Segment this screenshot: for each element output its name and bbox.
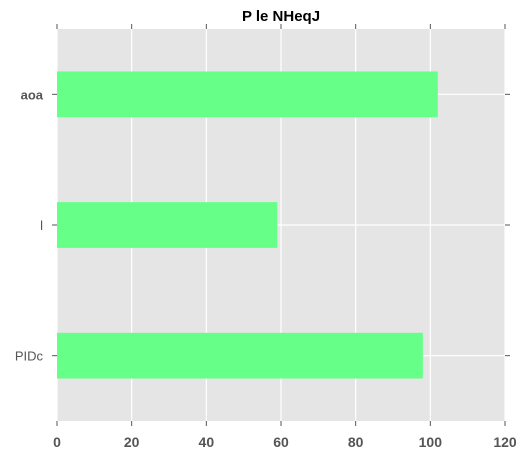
y-tick-labels: aoa l PIDc — [15, 87, 44, 363]
x-tick-label: 0 — [53, 434, 61, 450]
bar-aoa — [57, 71, 438, 118]
x-tick-label: 20 — [124, 434, 140, 450]
bar-PIDc — [57, 332, 423, 379]
x-tick-label: 60 — [273, 434, 289, 450]
chart-title: P le NHeqJ — [242, 8, 320, 25]
x-tick-label: 100 — [419, 434, 443, 450]
x-tick-labels: 0 20 40 60 80 100 120 — [53, 434, 517, 450]
bars — [57, 71, 438, 379]
y-tick-label: l — [40, 218, 43, 233]
x-tick-label: 80 — [348, 434, 364, 450]
y-tick-label: aoa — [21, 87, 44, 102]
tick-marks — [52, 24, 510, 426]
x-tick-label: 40 — [199, 434, 215, 450]
y-tick-label: PIDc — [15, 349, 44, 364]
bar-l — [57, 202, 278, 248]
x-tick-label: 120 — [493, 434, 517, 450]
